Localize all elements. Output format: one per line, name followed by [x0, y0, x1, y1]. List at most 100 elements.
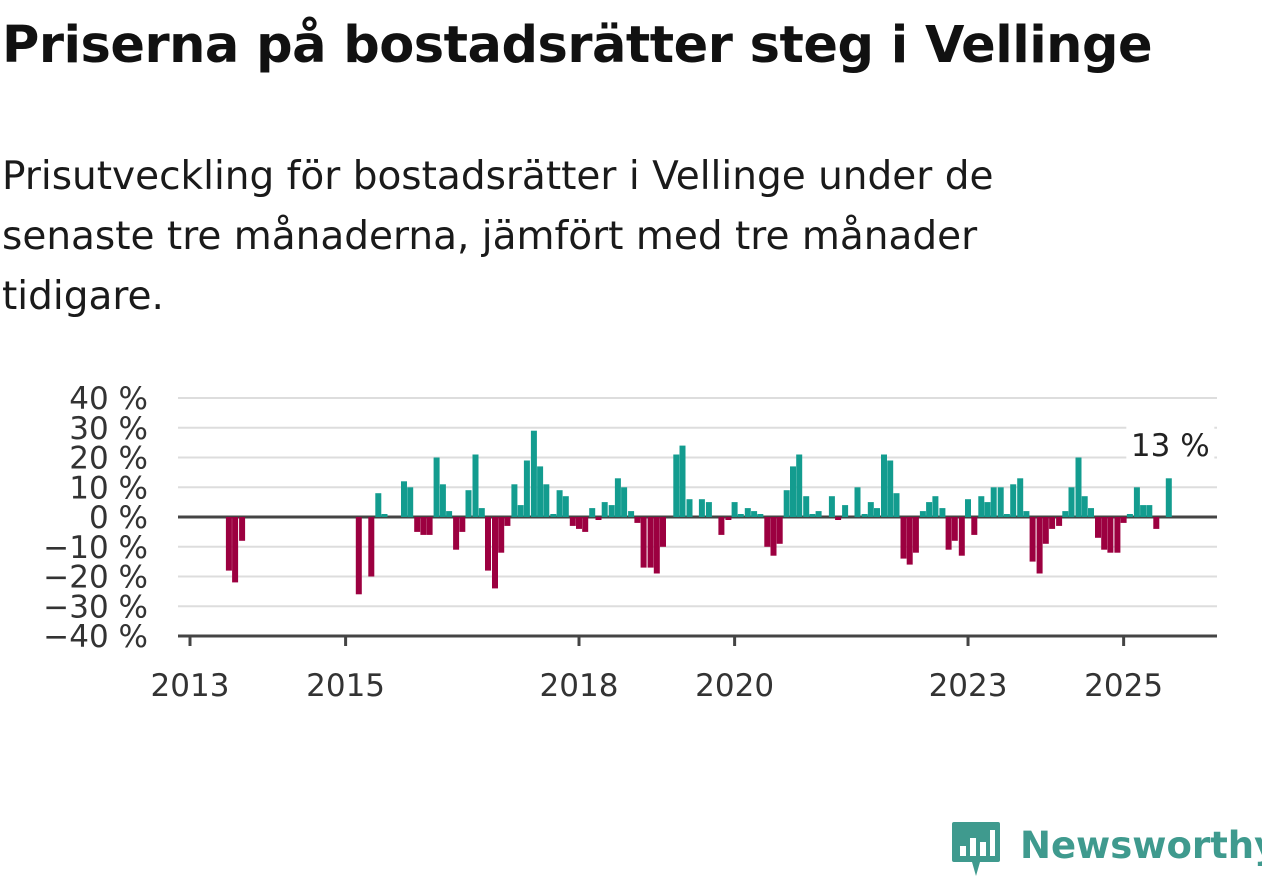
chart-title: Priserna på bostadsrätter steg i Velling…	[2, 16, 1153, 75]
bar	[485, 517, 491, 571]
bar	[634, 517, 641, 523]
bar	[530, 430, 537, 517]
bar	[660, 517, 666, 547]
bar	[1068, 487, 1075, 518]
bar-chart-icon	[952, 822, 1000, 876]
bar	[1133, 487, 1140, 518]
bar	[414, 517, 421, 532]
bar	[1114, 517, 1121, 553]
bar-series	[225, 430, 1172, 595]
bar	[679, 445, 686, 517]
bar	[368, 517, 375, 577]
bar	[828, 496, 835, 517]
bar	[796, 454, 803, 517]
bar	[1017, 478, 1024, 517]
bar-chart: 40 %30 %20 %10 %0 %−10 %−20 %−30 %−40 % …	[43, 381, 1217, 704]
bar	[446, 511, 453, 517]
bar	[1049, 517, 1056, 529]
bar	[1081, 496, 1088, 517]
bar	[686, 499, 693, 517]
bar	[861, 514, 868, 517]
bar	[355, 517, 362, 595]
bar	[971, 517, 978, 535]
bar	[1075, 457, 1082, 517]
bar	[978, 496, 985, 517]
annotation-background	[1126, 426, 1215, 462]
bar	[698, 499, 705, 517]
bar	[608, 505, 615, 517]
bar	[381, 514, 388, 517]
bar	[225, 517, 232, 571]
x-tick-label: 2015	[306, 668, 385, 704]
bar	[589, 508, 596, 517]
bar	[426, 517, 433, 535]
bar	[1165, 478, 1172, 517]
bar	[1146, 505, 1153, 517]
bar	[239, 517, 246, 541]
bar	[673, 454, 680, 517]
bar	[628, 511, 635, 517]
bar	[809, 514, 816, 517]
bar	[582, 517, 589, 532]
bar	[776, 517, 783, 544]
bar	[1095, 517, 1101, 538]
bar	[569, 517, 576, 526]
x-tick-label: 2020	[695, 668, 774, 704]
y-tick-label: −30 %	[43, 589, 148, 625]
bar	[550, 514, 557, 517]
bar	[504, 517, 511, 526]
bar	[1140, 505, 1147, 517]
bar	[621, 487, 628, 518]
bar	[459, 517, 466, 532]
bar	[958, 517, 965, 556]
bar	[601, 502, 608, 517]
y-axis-tick-labels: 40 %30 %20 %10 %0 %−10 %−20 %−30 %−40 %	[43, 381, 148, 655]
bar	[783, 490, 790, 517]
bar	[1088, 508, 1094, 517]
bar	[543, 484, 550, 517]
bar	[842, 505, 849, 517]
bar	[472, 454, 479, 517]
bar	[640, 517, 647, 568]
bar	[375, 493, 382, 517]
bar	[562, 496, 569, 517]
chart-subtitle: Prisutveckling för bostadsrätter i Velli…	[2, 154, 994, 319]
bar	[900, 517, 907, 559]
bar	[867, 502, 874, 517]
bar	[718, 517, 725, 535]
bar	[401, 481, 407, 517]
bar	[595, 517, 602, 520]
bar	[1126, 514, 1133, 517]
bar	[1062, 511, 1069, 517]
bar	[757, 514, 764, 517]
bar	[1003, 514, 1010, 517]
grid-lines	[178, 397, 1217, 608]
bar	[1023, 511, 1030, 517]
bar	[919, 511, 926, 517]
bar	[737, 514, 744, 517]
bar	[731, 502, 738, 517]
bar	[1036, 517, 1043, 574]
bar	[653, 517, 660, 574]
y-tick-label: −40 %	[43, 619, 148, 655]
bar	[874, 508, 880, 517]
brand-name: Newsworthy	[1020, 824, 1262, 867]
bar	[232, 517, 239, 583]
x-tick-label: 2018	[540, 668, 619, 704]
bar	[906, 517, 913, 565]
bar	[997, 487, 1004, 518]
x-tick-label: 2013	[151, 668, 230, 704]
y-tick-label: 10 %	[69, 470, 148, 506]
bar	[932, 496, 939, 517]
bar	[815, 511, 822, 517]
bar	[556, 490, 563, 517]
bar	[511, 484, 518, 517]
y-tick-label: −10 %	[43, 530, 148, 566]
bar	[1120, 517, 1127, 523]
bar	[984, 502, 991, 517]
annotation-label: 13 %	[1131, 428, 1210, 464]
bar	[790, 466, 796, 517]
bar	[965, 499, 971, 517]
bar	[576, 517, 582, 529]
bar	[939, 508, 946, 517]
